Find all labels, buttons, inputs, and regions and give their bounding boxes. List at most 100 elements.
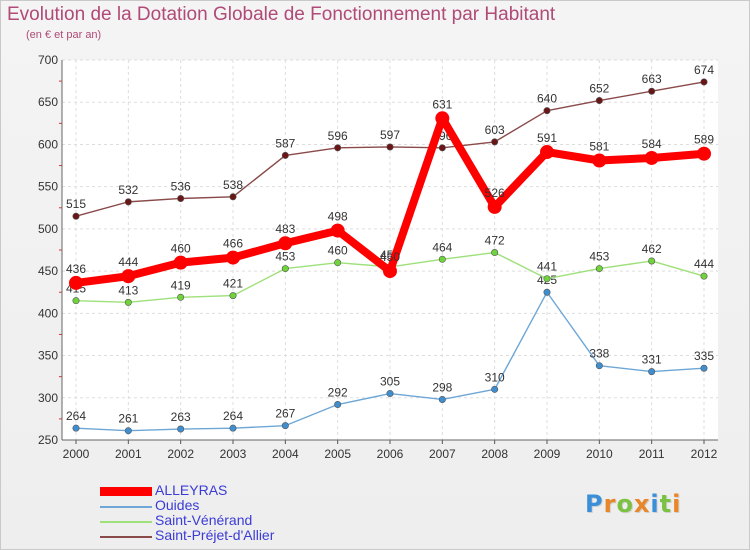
data-point (124, 427, 132, 435)
y-tick-label: 300 (38, 391, 58, 405)
y-tick-label: 500 (38, 222, 58, 236)
logo-letter: i (672, 490, 682, 518)
data-label: 472 (485, 234, 505, 248)
legend-swatch (100, 487, 152, 496)
data-point (592, 153, 607, 168)
x-tick-label: 2006 (377, 447, 404, 461)
data-label: 640 (537, 92, 557, 106)
x-tick-label: 2000 (63, 447, 90, 461)
data-point (595, 265, 603, 273)
y-tick-label: 700 (38, 53, 58, 67)
y-tick-label: 550 (38, 180, 58, 194)
data-label: 597 (380, 128, 400, 142)
legend-swatch (100, 506, 152, 508)
data-point (281, 265, 289, 273)
data-label: 421 (223, 277, 243, 291)
y-tick-label: 400 (38, 306, 58, 320)
data-label: 335 (694, 349, 714, 363)
data-point (121, 269, 136, 284)
data-point (543, 275, 551, 283)
data-label: 460 (171, 242, 191, 256)
x-tick-label: 2003 (220, 447, 247, 461)
series-alleyras: 436 444 460 466 483 498 450 631 526 591 581 584 589 (66, 97, 714, 290)
legend-swatch (100, 536, 152, 538)
proxiti-logo: Proxiti (585, 490, 681, 518)
data-label: 444 (694, 257, 714, 271)
plot-area (62, 60, 718, 440)
data-point (229, 193, 237, 201)
logo-letter: x (633, 490, 651, 518)
data-label: 450 (380, 250, 400, 264)
data-point (648, 368, 656, 376)
data-label: 264 (223, 409, 243, 423)
data-point (177, 425, 185, 433)
data-label: 453 (275, 250, 295, 264)
data-point (438, 144, 446, 152)
data-label: 292 (328, 386, 348, 400)
data-point (491, 249, 499, 257)
logo-letter: t (659, 490, 673, 518)
data-label: 263 (171, 410, 191, 424)
data-label: 603 (485, 123, 505, 137)
data-point (124, 298, 132, 306)
logo-letter: o (616, 490, 634, 518)
data-label: 441 (537, 260, 557, 274)
data-point (72, 424, 80, 432)
chart-subtitle: (en € et par an) (26, 29, 102, 41)
x-tick-label: 2004 (272, 447, 299, 461)
data-point (386, 390, 394, 398)
data-label: 596 (328, 129, 348, 143)
data-point (330, 223, 345, 238)
data-point (334, 144, 342, 152)
legend-label: ALLEYRAS (155, 482, 228, 498)
data-label: 436 (66, 262, 86, 276)
data-label: 261 (118, 412, 138, 426)
y-tick-label: 450 (38, 264, 58, 278)
data-label: 464 (432, 240, 452, 254)
data-label: 413 (118, 283, 138, 297)
data-label: 538 (223, 178, 243, 192)
data-point (491, 385, 499, 393)
data-label: 515 (66, 197, 86, 211)
data-point (644, 150, 659, 165)
data-point (543, 107, 551, 115)
data-label: 264 (66, 409, 86, 423)
data-point (229, 424, 237, 432)
x-tick-label: 2001 (115, 447, 142, 461)
data-label: 631 (432, 97, 452, 111)
data-point (177, 194, 185, 202)
data-label: 453 (589, 250, 609, 264)
logo-letter: r (603, 490, 617, 518)
data-point (334, 401, 342, 409)
logo-letter: P (585, 490, 604, 518)
data-point (72, 297, 80, 305)
data-label: 305 (380, 375, 400, 389)
x-tick-label: 2009 (534, 447, 561, 461)
legend-label: Saint-Vénérand (155, 512, 253, 528)
data-label: 584 (642, 137, 662, 151)
data-point (386, 143, 394, 151)
x-tick-label: 2012 (691, 447, 718, 461)
data-point (177, 293, 185, 301)
data-point (487, 199, 502, 214)
x-tick-label: 2005 (324, 447, 351, 461)
data-label: 581 (589, 139, 609, 153)
x-tick-label: 2007 (429, 447, 456, 461)
data-label: 652 (589, 82, 609, 96)
data-label: 419 (171, 278, 191, 292)
data-point (700, 364, 708, 372)
data-label: 663 (642, 72, 662, 86)
x-tick-label: 2011 (639, 447, 665, 461)
data-label: 267 (275, 407, 295, 421)
data-label: 444 (118, 255, 138, 269)
data-point (595, 362, 603, 370)
data-point (383, 264, 397, 279)
data-point (124, 198, 132, 206)
data-point (648, 257, 656, 265)
data-point (491, 138, 499, 146)
data-point (334, 259, 342, 267)
data-label: 331 (642, 353, 662, 367)
data-point (69, 275, 83, 290)
